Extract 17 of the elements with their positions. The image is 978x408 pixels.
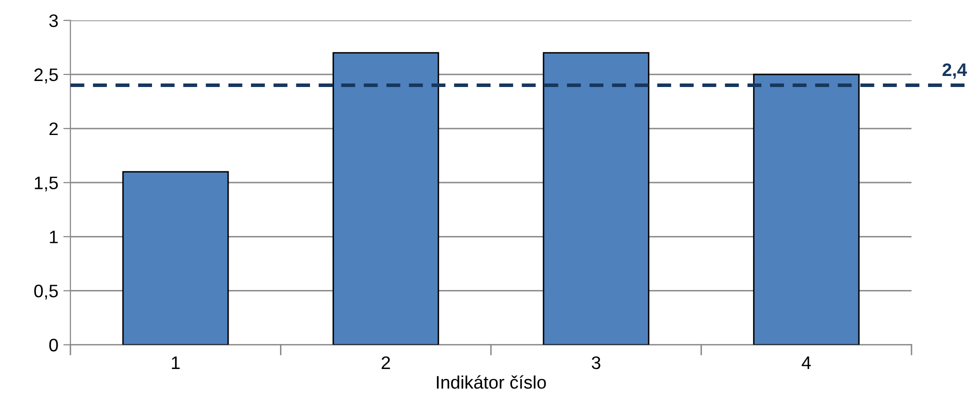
bar (753, 74, 860, 345)
x-tick-label: 1 (172, 356, 180, 369)
y-tick-label: 0,5 (34, 284, 58, 300)
bar (542, 52, 650, 345)
y-tick-label: 2 (49, 122, 58, 136)
y-tick-label: 0 (49, 338, 58, 352)
ref-line-label: 2,4 (942, 63, 967, 79)
bar (122, 171, 229, 345)
x-tick-label: 4 (802, 356, 811, 369)
x-tick-label: 3 (592, 356, 600, 370)
y-tick-label: 3 (49, 14, 58, 28)
bar (332, 52, 440, 345)
y-tick-label: 1 (50, 230, 58, 244)
y-tick-label: 1,5 (34, 176, 58, 192)
y-tick-label: 2,5 (34, 68, 58, 84)
x-tick-label: 2 (382, 356, 390, 369)
x-axis-title: Indikátor číslo (436, 375, 546, 389)
